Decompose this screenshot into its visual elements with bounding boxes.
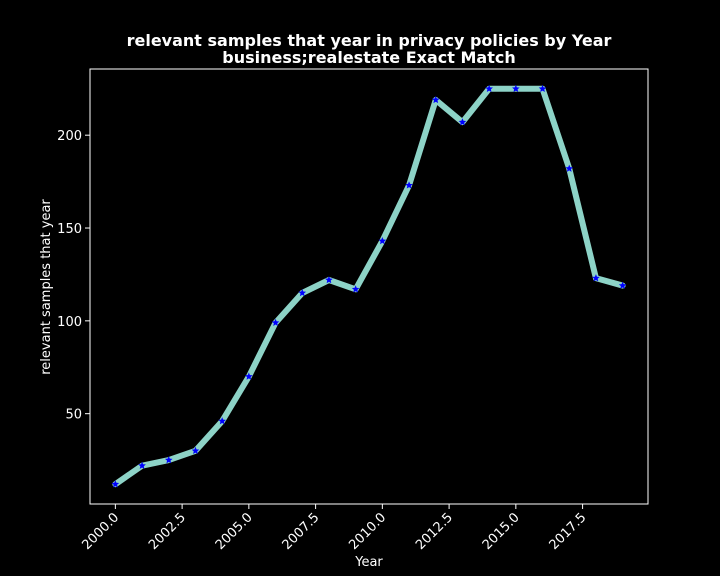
y-tick-label: 200: [57, 129, 82, 144]
chart-subtitle: business;realestate Exact Match: [222, 48, 515, 67]
data-point-marker: [538, 84, 547, 93]
data-point-marker: [164, 456, 173, 464]
chart-title: relevant samples that year in privacy po…: [127, 31, 612, 50]
x-axis-label: Year: [354, 555, 383, 570]
data-point-marker: [592, 274, 600, 282]
data-point-marker: [191, 446, 200, 455]
y-tick-label: 150: [57, 222, 82, 237]
data-point-marker: [271, 318, 280, 326]
data-point-marker: [405, 181, 413, 189]
series-markers: [111, 84, 627, 488]
data-point-marker: [298, 289, 307, 297]
data-point-marker: [325, 276, 333, 284]
y-tick-label: 100: [57, 315, 82, 330]
data-point-marker: [218, 417, 226, 425]
data-point-marker: [485, 84, 493, 93]
data-point-marker: [138, 461, 146, 469]
data-point-marker: [512, 84, 520, 93]
series-line: [112, 85, 626, 488]
y-tick-label: 50: [65, 408, 82, 423]
data-point-marker: [245, 372, 253, 380]
data-point-marker: [458, 118, 467, 126]
data-point-marker: [618, 281, 627, 289]
data-point-marker: [431, 95, 440, 104]
y-axis-ticks: 50 100 150 200: [57, 129, 90, 423]
data-point-marker: [111, 480, 120, 488]
plot-area-frame: [89, 68, 649, 505]
y-axis-label: relevant samples that year: [39, 199, 54, 375]
data-point-marker: [378, 237, 387, 245]
data-point-marker: [351, 285, 360, 293]
data-point-marker: [565, 164, 574, 172]
